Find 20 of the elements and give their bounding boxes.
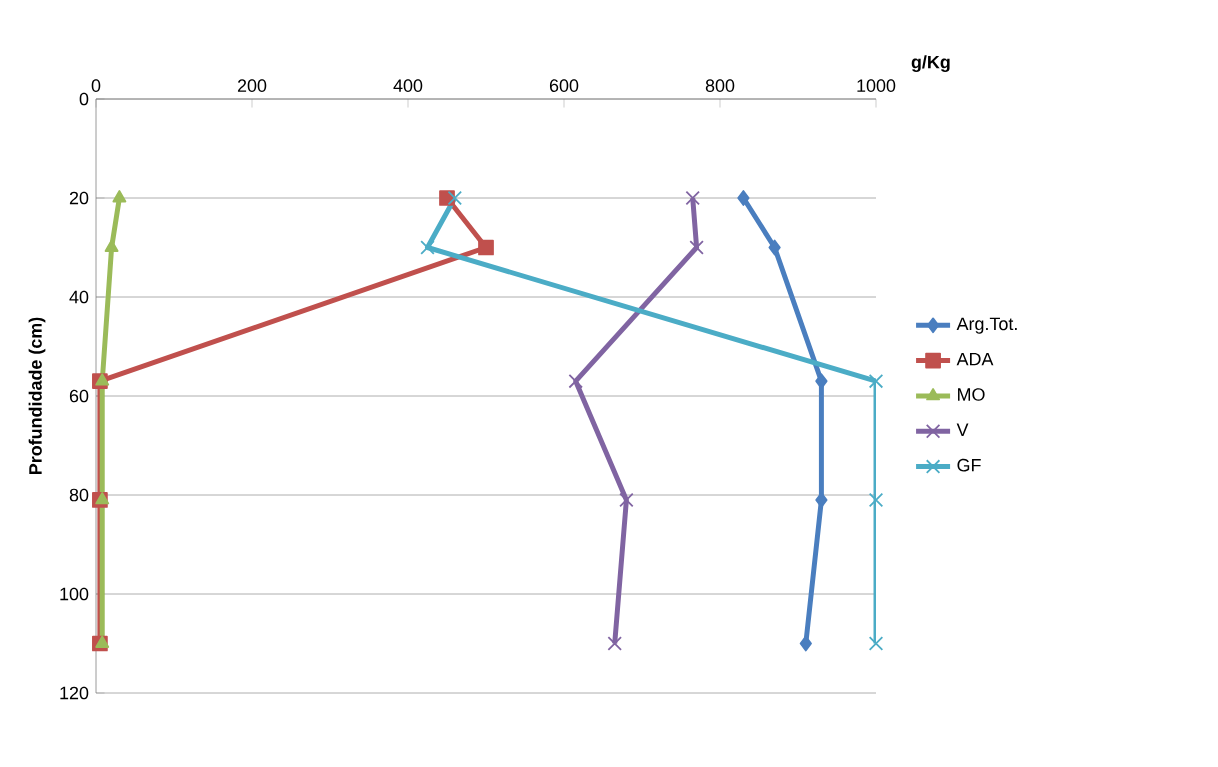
x-axis-title: g/Kg bbox=[911, 55, 950, 73]
y-tick-label: 80 bbox=[69, 488, 89, 502]
x-tick-label: 0 bbox=[91, 79, 101, 92]
x-tick-label: 600 bbox=[549, 79, 579, 92]
y-tick-label: 120 bbox=[60, 686, 89, 700]
legend-label: GF bbox=[957, 458, 981, 472]
x-tick-label: 1000 bbox=[857, 79, 896, 92]
x-tick-label: 400 bbox=[393, 79, 423, 92]
y-tick-label: 0 bbox=[79, 92, 89, 106]
y-axis-title: Profundidade (cm) bbox=[28, 317, 46, 475]
legend-label: ADA bbox=[956, 352, 994, 366]
y-tick-label: 100 bbox=[60, 587, 89, 601]
y-tick-label: 20 bbox=[69, 191, 89, 205]
x-tick-label: 200 bbox=[237, 79, 267, 92]
y-tick-label: 60 bbox=[69, 389, 89, 403]
y-tick-label: 40 bbox=[69, 290, 89, 304]
x-tick-label: 800 bbox=[705, 79, 735, 92]
legend-label: MO bbox=[958, 388, 985, 401]
legend-label: V bbox=[956, 423, 969, 436]
legend-label: Arg.Tot. bbox=[956, 317, 1017, 334]
